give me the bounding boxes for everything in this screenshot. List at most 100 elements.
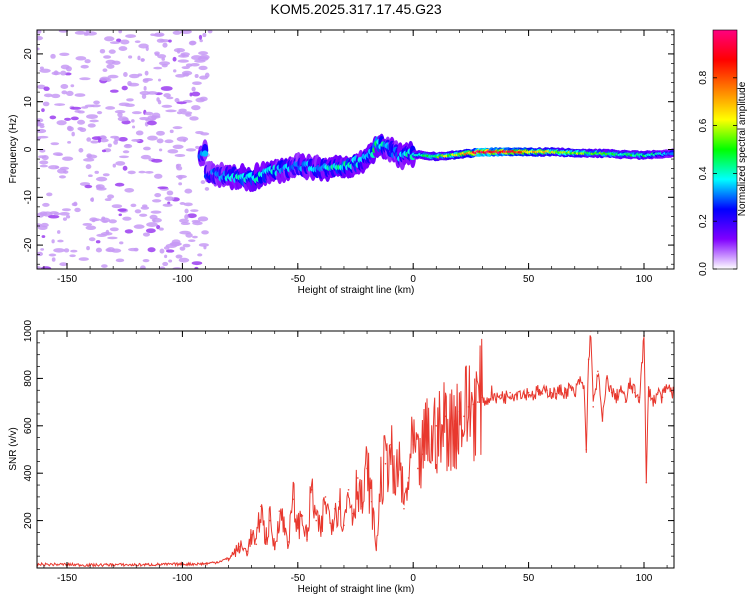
noise-speckle <box>115 161 126 166</box>
snr-ylabel: SNR (v/v) <box>8 427 19 470</box>
noise-speckle <box>128 73 140 79</box>
snr-point <box>292 498 294 501</box>
noise-speckle <box>108 49 116 54</box>
noise-speckle <box>42 202 50 207</box>
noise-speckle <box>86 246 90 251</box>
noise-speckle <box>96 110 103 115</box>
noise-speckle <box>115 258 125 263</box>
snr-point <box>495 398 498 401</box>
noise-speckle <box>153 33 164 37</box>
noise-speckle <box>53 212 60 216</box>
noise-speckle <box>162 261 169 267</box>
noise-speckle <box>70 106 82 110</box>
y-tick-label: 200 <box>23 512 34 529</box>
colorbar-ticks: 0.0 0.2 0.4 0.6 0.8 <box>698 70 737 276</box>
spectrogram-x-axis: -150 -100 -50 0 50 100 <box>43 30 668 285</box>
snr-point <box>486 401 488 403</box>
snr-point <box>232 552 234 555</box>
noise-speckle <box>166 190 174 196</box>
snr-point <box>315 519 318 522</box>
noise-speckle <box>161 104 173 108</box>
snr-point <box>384 462 387 465</box>
noise-speckle <box>107 236 118 240</box>
noise-speckle <box>139 213 148 217</box>
noise-speckle <box>51 93 61 99</box>
snr-point <box>338 500 341 503</box>
snr-point <box>606 377 608 380</box>
x-tick-label: 50 <box>523 274 535 285</box>
spectral-cell <box>669 152 674 156</box>
noise-speckle <box>189 40 197 45</box>
noise-speckle <box>85 30 89 33</box>
noise-speckle <box>154 192 162 198</box>
noise-speckle <box>178 257 190 263</box>
noise-speckle <box>66 214 71 219</box>
noise-speckle <box>162 42 168 48</box>
noise-speckle <box>140 265 146 269</box>
snr-point <box>504 396 507 399</box>
noise-speckle <box>67 141 72 144</box>
snr-point <box>357 477 359 479</box>
snr-point <box>324 496 327 498</box>
noise-speckle <box>189 116 199 121</box>
noise-speckle <box>185 148 197 152</box>
noise-speckle <box>165 109 177 113</box>
noise-speckle <box>37 35 44 41</box>
noise-speckle <box>95 240 101 244</box>
noise-speckle <box>198 65 208 71</box>
snr-frame <box>36 330 675 569</box>
noise-speckle <box>144 70 149 76</box>
snr-point <box>421 453 424 456</box>
spectrogram-y-axis: -20 -10 0 10 20 <box>23 34 674 265</box>
noise-speckle <box>103 55 112 59</box>
spectrogram-data <box>37 30 674 269</box>
noise-speckle <box>176 101 187 105</box>
noise-speckle <box>174 98 180 103</box>
noise-speckle <box>104 36 115 42</box>
noise-speckle <box>131 138 141 142</box>
x-tick-label: -100 <box>172 274 192 285</box>
noise-speckle <box>64 117 71 121</box>
noise-speckle <box>42 101 50 107</box>
noise-speckle <box>207 30 213 34</box>
noise-speckle <box>102 68 108 73</box>
snr-point <box>216 561 218 563</box>
noise-speckle <box>100 135 107 139</box>
noise-speckle <box>40 222 49 228</box>
noise-speckle <box>37 118 44 123</box>
noise-speckle <box>192 81 202 86</box>
snr-point <box>227 557 230 560</box>
noise-speckle <box>118 30 123 34</box>
noise-speckle <box>177 59 189 63</box>
noise-speckle <box>70 84 75 88</box>
noise-speckle <box>171 239 181 245</box>
x-tick-label: 0 <box>410 274 416 285</box>
snr-panel: -150 -100 -50 0 50 100 200 400 600 800 1000 Heigh… <box>8 319 675 595</box>
noise-speckle <box>202 32 207 38</box>
noise-speckle <box>86 114 98 119</box>
y-tick-label: -20 <box>23 237 34 252</box>
noise-speckle <box>82 222 93 226</box>
snr-data <box>37 331 674 568</box>
noise-speckle <box>147 91 158 95</box>
noise-speckle <box>179 218 189 223</box>
noise-speckle <box>153 66 163 70</box>
noise-speckle <box>138 43 149 49</box>
noise-speckle <box>159 248 165 254</box>
noise-speckle <box>62 156 74 161</box>
noise-speckle <box>142 232 151 237</box>
noise-speckle <box>126 98 134 102</box>
noise-speckle <box>83 158 95 162</box>
noise-speckle <box>120 39 130 45</box>
noise-speckle <box>159 266 166 269</box>
snr-point <box>585 448 588 451</box>
y-tick-label: 1000 <box>23 319 34 342</box>
noise-speckle <box>37 121 42 127</box>
snr-point <box>541 393 544 395</box>
noise-speckle <box>70 116 79 121</box>
noise-speckle <box>69 254 76 258</box>
noise-speckle <box>74 30 87 35</box>
noise-speckle <box>176 136 189 142</box>
noise-speckle <box>108 219 117 224</box>
